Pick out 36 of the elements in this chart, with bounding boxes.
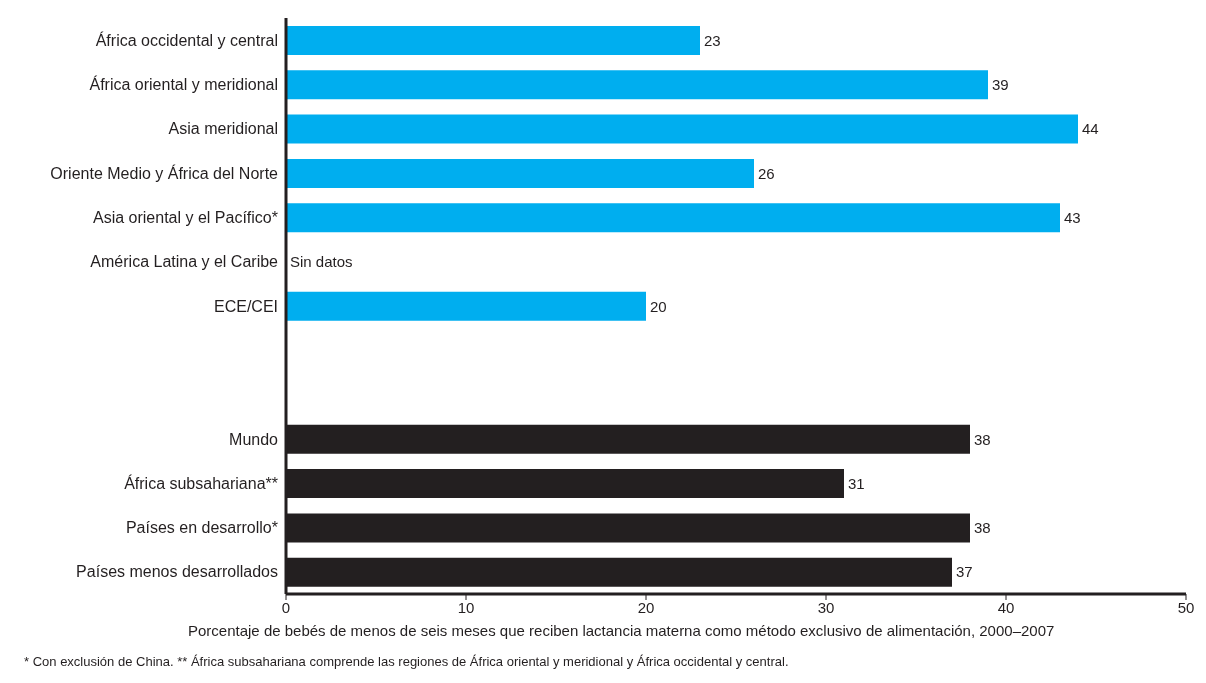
data-label: 23 [704,31,721,49]
y-tick-label: Oriente Medio y África del Norte [50,163,279,182]
x-tick-label: 20 [637,598,655,616]
y-tick-label: Asia oriental y el Pacífico* [93,208,278,226]
bar [286,203,1060,233]
y-tick-label: ECE/CEI [213,297,278,315]
y-tick-label: América Latina y el Caribe [90,253,279,271]
data-label: 43 [1064,208,1081,226]
y-tick-label: África occidental y central [95,30,278,49]
bar [286,26,700,55]
data-label: 38 [974,430,991,448]
y-tick-label: Mundo [229,430,279,448]
data-label: 31 [848,474,865,492]
x-tick-label: 40 [997,598,1015,616]
data-label: 38 [974,519,991,537]
text: Sin datos [290,252,353,270]
x-tick-label: 50 [1177,598,1195,616]
bar [286,70,988,100]
y-tick-label: África subsahariana** [124,473,278,492]
y-tick-label: Países en desarrollo* [125,519,278,537]
text: * Con exclusión de China. ** África subsahariana comprende las regiones de África oriental y meridional y África occidental y central. [24,654,789,669]
bar [286,158,754,188]
data-label: 26 [758,164,775,182]
data-label: 39 [992,76,1009,94]
y-tick-label: Asia meridional [168,120,278,138]
bar [286,114,1078,144]
data-label: 37 [956,563,973,581]
y-tick-label: Países menos desarrollados [76,563,278,581]
bar [286,291,646,321]
x-axis-title: Porcentaje de bebés de menos de seis meses que reciben lactancia materna como método exclusivo de alimentación, 2000–2007 [188,622,1055,639]
data-label: 20 [650,297,667,315]
x-tick-label: 30 [817,598,835,616]
x-tick-label: 10 [457,598,475,616]
x-tick-label: 0 [281,598,291,616]
y-tick-label: África oriental y meridional [89,75,278,94]
data-label: 44 [1082,120,1099,138]
